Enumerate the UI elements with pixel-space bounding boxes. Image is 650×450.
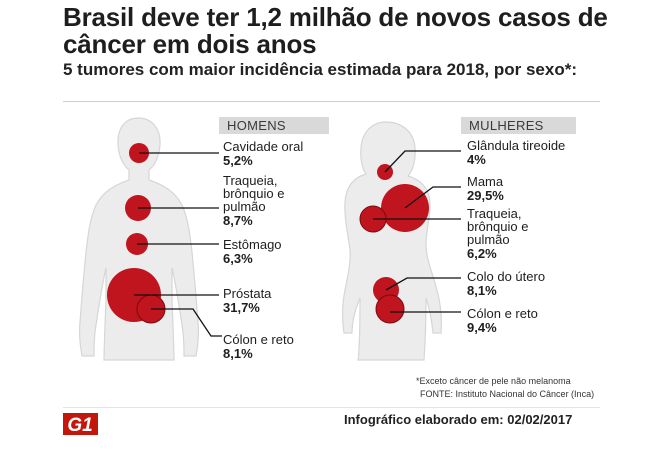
leader-women-thyroid: [384, 150, 461, 173]
item-value: 8,1%: [223, 346, 253, 361]
men-panel-label: HOMENS: [219, 117, 329, 134]
female-body-silhouette: [342, 121, 442, 361]
men-item-stomach: Estômago 6,3%: [223, 238, 282, 265]
item-value: 6,2%: [467, 246, 497, 261]
leader-men-colon: [151, 308, 222, 337]
item-name: Próstata: [223, 286, 272, 301]
leader-women-cervix: [385, 277, 461, 291]
men-leader-lines: [134, 152, 222, 337]
item-value: 5,2%: [223, 153, 253, 168]
item-value: 8,1%: [467, 283, 497, 298]
item-value: 4%: [467, 152, 486, 167]
item-name: Glândula tireoide: [467, 138, 566, 153]
logo-text: G1: [67, 415, 92, 436]
item-name: Mama: [467, 174, 504, 189]
item-value: 8,7%: [223, 213, 253, 228]
credit-line: Infográfico elaborado em: 02/02/2017: [344, 412, 573, 427]
item-value: 9,4%: [467, 320, 497, 335]
footnote: *Exceto câncer de pele não melanoma: [416, 376, 571, 386]
item-value: 29,5%: [467, 188, 504, 203]
women-item-colon: Cólon e reto 9,4%: [467, 307, 538, 334]
women-item-cervix: Colo do útero 8,1%: [467, 270, 545, 297]
item-value: 31,7%: [223, 300, 260, 315]
tumor-women-colon: [375, 294, 405, 324]
item-name: Estômago: [223, 237, 282, 252]
women-item-lung: Traqueia, brônquio e pulmão 6,2%: [467, 207, 547, 260]
infographic-title: Brasil deve ter 1,2 milhão de novos caso…: [63, 2, 608, 59]
item-value: 6,3%: [223, 251, 253, 266]
men-item-oral-cavity: Cavidade oral 5,2%: [223, 140, 303, 167]
item-name: Cavidade oral: [223, 139, 304, 154]
source-note: FONTE: Instituto Nacional do Câncer (Inc…: [420, 389, 595, 399]
women-item-breast: Mama 29,5%: [467, 175, 504, 202]
header-divider: [63, 101, 600, 102]
item-name: Colo do útero: [467, 269, 546, 284]
item-name: Traqueia, brônquio e pulmão: [467, 206, 529, 247]
leader-women-breast: [404, 186, 461, 209]
footer-divider: [63, 407, 600, 408]
g1-logo: G1: [63, 413, 98, 436]
item-name: Cólon e reto: [467, 306, 538, 321]
item-name: Cólon e reto: [223, 332, 294, 347]
men-item-lung: Traqueia, brônquio e pulmão 8,7%: [223, 174, 303, 227]
infographic-subtitle: 5 tumores com maior incidência estimada …: [63, 60, 577, 79]
item-name: Traqueia, brônquio e pulmão: [223, 173, 285, 214]
men-item-prostate: Próstata 31,7%: [223, 287, 271, 314]
women-leader-lines: [373, 150, 461, 313]
women-panel-label: MULHERES: [461, 117, 576, 134]
men-item-colon: Cólon e reto 8,1%: [223, 333, 294, 360]
women-item-thyroid: Glândula tireoide 4%: [467, 139, 565, 166]
